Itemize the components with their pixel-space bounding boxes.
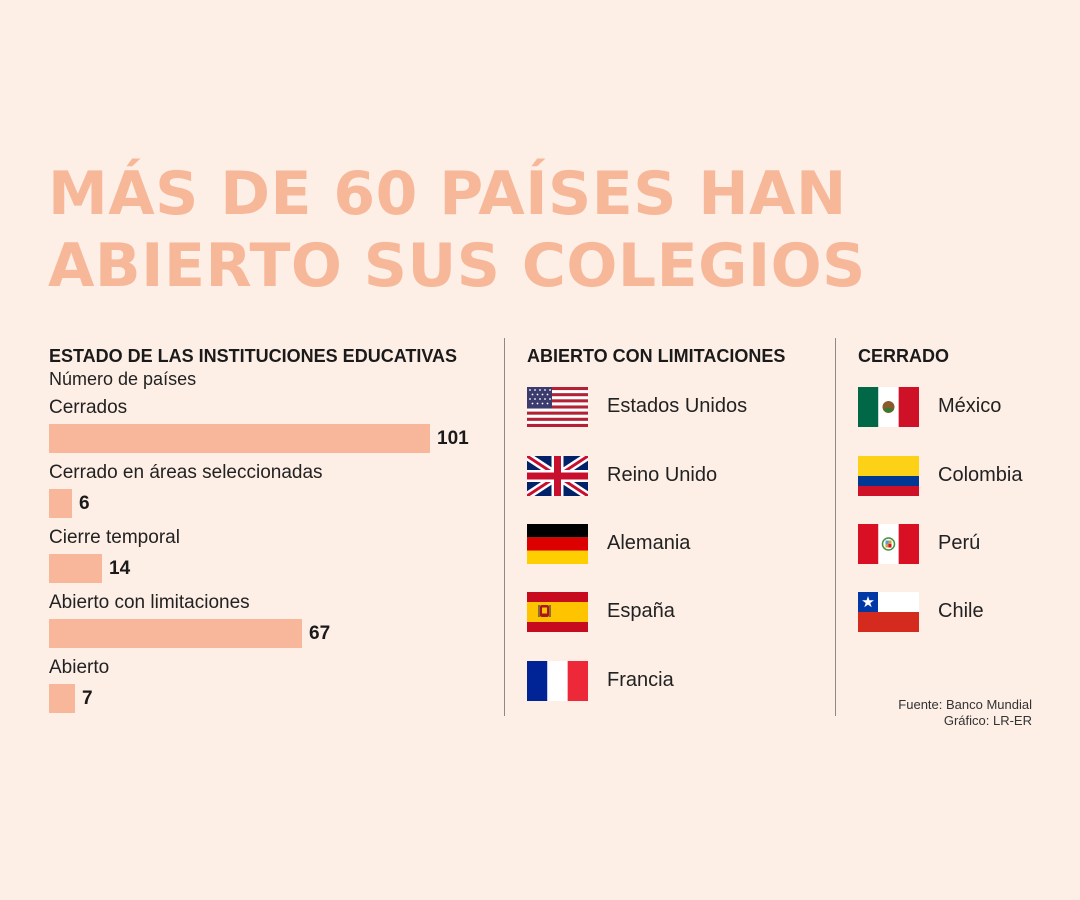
country-name: Estados Unidos: [607, 395, 748, 417]
open-limited-column: ABIERTO CON LIMITACIONES Estados Unidos: [527, 344, 786, 701]
bar-label: Abierto: [49, 657, 110, 678]
title-line-1: MÁS DE 60 PAÍSES HAN: [48, 159, 847, 229]
source-line: Fuente: Banco Mundial: [898, 697, 1032, 712]
bar-label: Cerrados: [49, 397, 128, 418]
bar-value-label: 67: [309, 623, 331, 644]
mexico-flag-icon: [858, 387, 919, 427]
bar-row: Cerrados 101: [49, 396, 489, 461]
spain-flag-icon: [527, 592, 588, 632]
country-name: Alemania: [607, 532, 691, 554]
bar-row: Cierre temporal 14: [49, 526, 489, 591]
closed-heading: CERRADO: [858, 346, 950, 366]
chart-subtitle: Número de países: [49, 369, 197, 389]
bar: [49, 619, 302, 648]
germany-flag-icon: [527, 524, 588, 564]
bar-label: Cierre temporal: [49, 527, 180, 548]
status-bar-chart: ESTADO DE LAS INSTITUCIONES EDUCATIVAS N…: [49, 344, 489, 721]
bar: [49, 489, 72, 518]
open-limited-heading: ABIERTO CON LIMITACIONES: [527, 346, 786, 366]
country-name: Francia: [607, 669, 674, 691]
bar-row: Abierto 7: [49, 656, 489, 721]
page-title: MÁS DE 60 PAÍSES HAN ABIERTO SUS COLEGIO…: [48, 158, 1048, 302]
bar-value-label: 7: [82, 688, 93, 709]
column-divider-1: [504, 338, 505, 716]
country-name: Colombia: [938, 464, 1023, 486]
bar-value-label: 101: [437, 428, 469, 449]
source-note: Fuente: Banco Mundial Gráfico: LR-ER: [898, 697, 1032, 729]
bar-row: Cerrado en áreas seleccionadas 6: [49, 461, 489, 526]
chile-flag-icon: [858, 592, 919, 632]
peru-flag-icon: [858, 524, 919, 564]
bars-container: Cerrados 101 Cerrado en áreas seleccionada…: [49, 396, 489, 721]
uk-flag-icon: [527, 456, 588, 496]
country-name: Perú: [938, 532, 981, 554]
country-name: México: [938, 395, 1002, 417]
bar-row: Abierto con limitaciones 67: [49, 591, 489, 656]
bar-value-label: 14: [109, 558, 131, 579]
closed-column: CERRADO México Colombia Perú: [858, 344, 1022, 632]
country-name: España: [607, 600, 675, 622]
bar: [49, 684, 75, 713]
usa-flag-icon: [527, 387, 588, 427]
column-divider-2: [835, 338, 836, 716]
bar: [49, 554, 102, 583]
graphic-credit: Gráfico: LR-ER: [943, 713, 1032, 728]
bar-value-label: 6: [79, 493, 90, 514]
bar: [49, 424, 430, 453]
title-line-2: ABIERTO SUS COLEGIOS: [48, 231, 866, 301]
colombia-flag-icon: [858, 456, 919, 496]
france-flag-icon: [527, 661, 588, 701]
country-name: Reino Unido: [607, 464, 718, 486]
bar-label: Cerrado en áreas seleccionadas: [49, 462, 323, 483]
chart-title: ESTADO DE LAS INSTITUCIONES EDUCATIVAS: [49, 346, 458, 366]
bar-label: Abierto con limitaciones: [49, 592, 250, 613]
country-name: Chile: [938, 600, 984, 622]
